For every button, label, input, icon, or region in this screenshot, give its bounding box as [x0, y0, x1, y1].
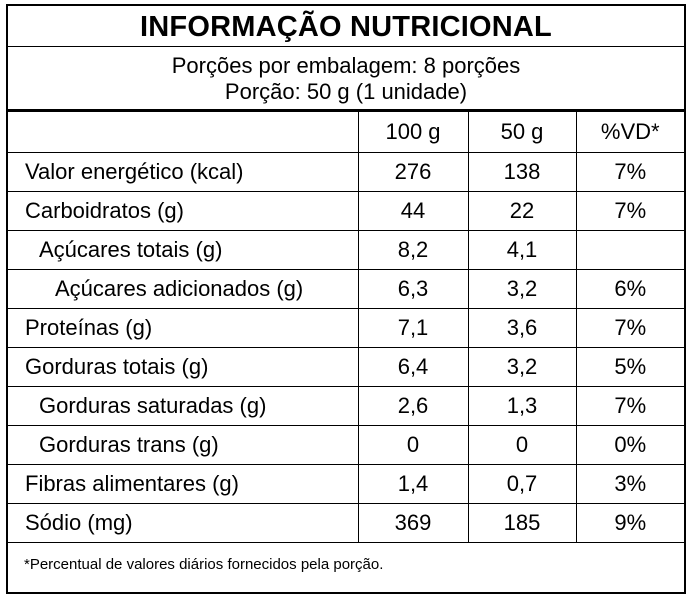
value-serving: 3,2: [467, 269, 577, 309]
header-empty-cell: [8, 111, 359, 153]
column-header-serving: 50 g: [467, 111, 577, 153]
value-100g: 1,4: [357, 464, 469, 504]
footnote-row: *Percentual de valores diários fornecido…: [8, 542, 684, 585]
value-100g: 44: [357, 191, 469, 231]
nutrient-name: Gorduras totais (g): [8, 347, 359, 387]
nutrient-name: Fibras alimentares (g): [8, 464, 359, 504]
value-100g: 0: [357, 425, 469, 465]
value-serving: 3,6: [467, 308, 577, 348]
value-100g: 276: [357, 152, 469, 192]
nutrient-name: Açúcares adicionados (g): [8, 269, 359, 309]
nutrient-name: Gorduras saturadas (g): [8, 386, 359, 426]
footnote: *Percentual de valores diários fornecido…: [8, 542, 684, 585]
value-100g: 369: [357, 503, 469, 543]
value-dv: 7%: [575, 386, 684, 426]
table-row: Açúcares totais (g) 8,2 4,1: [8, 230, 684, 270]
table-row: Valor energético (kcal) 276 138 7%: [8, 152, 684, 192]
nutrient-name: Carboidratos (g): [8, 191, 359, 231]
nutrient-name: Açúcares totais (g): [8, 230, 359, 270]
table-row: Fibras alimentares (g) 1,4 0,7 3%: [8, 464, 684, 504]
nutrient-name: Valor energético (kcal): [8, 152, 359, 192]
value-100g: 7,1: [357, 308, 469, 348]
serving-info: Porções por embalagem: 8 porções Porção:…: [8, 47, 684, 111]
value-dv: 3%: [575, 464, 684, 504]
column-header-dv: %VD*: [575, 111, 684, 153]
nutrition-facts-label: INFORMAÇÃO NUTRICIONAL Porções por embal…: [6, 4, 686, 594]
value-serving: 3,2: [467, 347, 577, 387]
table-row: Carboidratos (g) 44 22 7%: [8, 191, 684, 231]
value-dv: 0%: [575, 425, 684, 465]
nutrient-name: Gorduras trans (g): [8, 425, 359, 465]
value-100g: 2,6: [357, 386, 469, 426]
serving-size: Porção: 50 g (1 unidade): [224, 79, 468, 104]
value-serving: 1,3: [467, 386, 577, 426]
value-100g: 6,3: [357, 269, 469, 309]
value-serving: 4,1: [467, 230, 577, 270]
table-row: Proteínas (g) 7,1 3,6 7%: [8, 308, 684, 348]
table-row: Sódio (mg) 369 185 9%: [8, 503, 684, 543]
value-serving: 0: [467, 425, 577, 465]
value-dv: 7%: [575, 308, 684, 348]
value-serving: 185: [467, 503, 577, 543]
value-100g: 8,2: [357, 230, 469, 270]
value-100g: 6,4: [357, 347, 469, 387]
label-title: INFORMAÇÃO NUTRICIONAL: [8, 6, 684, 47]
column-header-100g: 100 g: [357, 111, 469, 153]
nutrition-table: 100 g 50 g %VD* Valor energético (kcal) …: [8, 111, 684, 585]
value-dv: [575, 230, 684, 270]
value-serving: 138: [467, 152, 577, 192]
value-dv: 9%: [575, 503, 684, 543]
table-row: Gorduras trans (g) 0 0 0%: [8, 425, 684, 465]
value-serving: 0,7: [467, 464, 577, 504]
value-dv: 7%: [575, 191, 684, 231]
table-row: Gorduras saturadas (g) 2,6 1,3 7%: [8, 386, 684, 426]
nutrient-name: Sódio (mg): [8, 503, 359, 543]
table-header-row: 100 g 50 g %VD*: [8, 111, 684, 153]
value-dv: 5%: [575, 347, 684, 387]
table-row: Açúcares adicionados (g) 6,3 3,2 6%: [8, 269, 684, 309]
table-row: Gorduras totais (g) 6,4 3,2 5%: [8, 347, 684, 387]
value-serving: 22: [467, 191, 577, 231]
value-dv: 7%: [575, 152, 684, 192]
nutrient-name: Proteínas (g): [8, 308, 359, 348]
servings-per-package: Porções por embalagem: 8 porções: [171, 53, 521, 78]
value-dv: 6%: [575, 269, 684, 309]
